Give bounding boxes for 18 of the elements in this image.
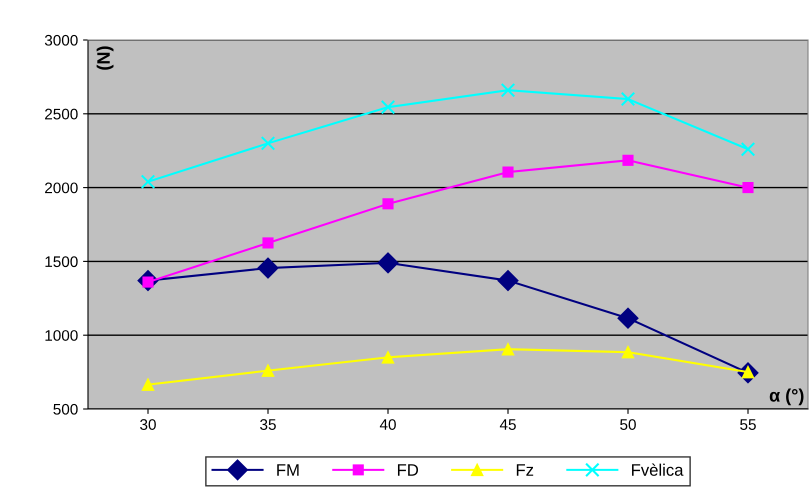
- y-tick-label: 1000: [45, 330, 78, 341]
- legend-label: FD: [398, 464, 418, 476]
- legend-label: Fvèlica: [632, 463, 684, 476]
- y-tick-label: 1500: [45, 256, 78, 268]
- x-tick-label: 50: [620, 419, 636, 430]
- x-tick-label: 35: [260, 419, 276, 430]
- x-tick-label: 55: [740, 419, 756, 430]
- x-tick-label: 30: [140, 419, 156, 430]
- y-tick-label: 3000: [44, 34, 78, 46]
- x-tick-label: 45: [500, 419, 516, 430]
- legend-label: FM: [277, 464, 299, 476]
- y-tick-label: 2000: [45, 182, 78, 194]
- x-axis-title: α (°): [770, 388, 804, 406]
- x-tick-label: 40: [380, 419, 396, 430]
- y-axis-title: (N): [96, 46, 114, 70]
- y-tick-label: 500: [53, 404, 78, 415]
- legend-label: Fz: [516, 464, 534, 476]
- y-tick-label: 2500: [45, 108, 78, 120]
